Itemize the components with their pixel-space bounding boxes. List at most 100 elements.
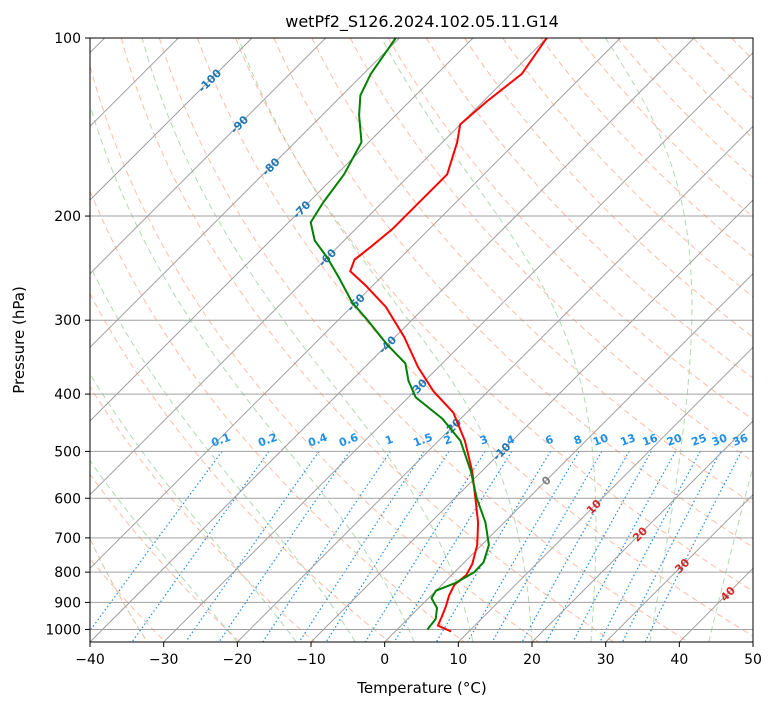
mixing-ratio-line <box>218 451 351 642</box>
y-tick-label: 200 <box>54 209 81 225</box>
mixing-ratio-line <box>466 451 580 642</box>
dry-adiabat-line <box>655 38 753 139</box>
isobar-grid <box>90 38 753 630</box>
dry-adiabat-line <box>90 64 540 642</box>
isotherm-line <box>310 199 753 642</box>
y-tick-label: 100 <box>54 31 81 47</box>
mixing-ratio-label: 3 <box>478 433 490 448</box>
x-tick-label: 10 <box>449 652 467 668</box>
y-tick-label: 800 <box>54 565 81 581</box>
mixing-ratio-line <box>491 451 603 642</box>
mixing-ratio-label: 0.6 <box>337 431 360 450</box>
mixing-ratio-label: 10 <box>591 431 610 449</box>
mixing-ratio-line <box>545 451 652 642</box>
y-tick-label: 300 <box>54 313 81 329</box>
y-tick-label: 600 <box>54 491 81 507</box>
moist-adiabat-line <box>605 38 693 642</box>
dry-adiabat-line <box>387 38 753 421</box>
mixing-ratio-label: 13 <box>619 431 638 448</box>
mixing-ratio-label: 20 <box>665 431 684 449</box>
x-axis-ticks: −40 −30 −20 −10 0 10 20 30 40 50 <box>75 642 762 668</box>
mixing-ratio-label: 2 <box>442 433 454 448</box>
isotherm-line <box>90 38 327 275</box>
dry-adiabat-line <box>770 38 775 642</box>
mixing-ratio-label: 1.5 <box>412 431 435 450</box>
dry-adiabat-line <box>90 189 465 642</box>
x-tick-label: −40 <box>75 652 105 668</box>
y-axis-label: Pressure (hPa) <box>10 286 28 394</box>
moist-adiabats <box>90 38 753 642</box>
isotherm-line <box>90 38 474 422</box>
dry-adiabat-line <box>197 38 753 637</box>
mixing-ratio-line <box>393 451 513 642</box>
reference-curves <box>90 537 148 642</box>
dry-adiabat-line <box>158 38 689 642</box>
dry-adiabat-line <box>693 38 753 100</box>
mixing-ratio-line <box>185 451 320 642</box>
dry-adiabat-line <box>425 38 753 379</box>
dry-adiabat-line <box>273 38 753 548</box>
moist-adiabat-line <box>90 459 238 642</box>
dry-adiabat-line <box>349 38 753 463</box>
mixing-ratio-line <box>599 451 701 642</box>
isotherm-line <box>457 346 753 642</box>
dry-adiabat-line <box>578 38 753 218</box>
x-tick-label: 40 <box>670 652 688 668</box>
moist-adiabat-line <box>141 38 474 642</box>
x-tick-label: 0 <box>380 652 389 668</box>
mixing-ratio-label: 36 <box>731 431 750 449</box>
axes-frame <box>89 37 754 643</box>
y-tick-label: 1000 <box>45 622 81 638</box>
mixing-ratio-labels: 0.1 0.2 0.4 0.6 1 1.5 2 3 4 6 8 10 13 16 20 25 30 36 <box>210 431 750 450</box>
mixing-ratio-label: 0.1 <box>210 431 233 450</box>
moist-adiabat-line <box>90 264 356 642</box>
x-tick-label: −10 <box>296 652 326 668</box>
x-axis-label: Temperature (°C) <box>356 679 486 697</box>
dry-adiabat-line <box>90 473 241 642</box>
isotherm-line <box>90 38 621 570</box>
mixing-ratio-line <box>131 451 270 642</box>
x-tick-label: 30 <box>597 652 615 668</box>
dry-adiabat-line <box>90 292 390 642</box>
moist-adiabat-line <box>708 464 753 642</box>
isotherm-line <box>90 38 400 349</box>
isotherm-line <box>678 567 753 642</box>
isotherm-line <box>605 493 753 642</box>
isotherm-line <box>90 38 695 642</box>
y-tick-label: 900 <box>54 595 81 611</box>
y-axis-ticks: 100 200 300 400 500 600 700 800 900 1000 <box>45 31 90 638</box>
mixing-ratio-lines <box>90 451 743 642</box>
dry-adiabat-line <box>120 38 614 642</box>
dry-adiabat-line <box>311 38 753 505</box>
mixing-ratio-label: 25 <box>690 431 709 448</box>
x-tick-label: 20 <box>523 652 541 668</box>
mixing-ratio-label: 1 <box>383 433 395 448</box>
dry-adiabat-line <box>540 38 753 258</box>
dry-adiabat-line <box>90 385 316 642</box>
isotherm-line <box>531 420 753 642</box>
dewpoint-profile-line <box>309 38 490 631</box>
y-tick-label: 700 <box>54 531 81 547</box>
mixing-ratio-line <box>364 451 486 642</box>
mixing-ratio-line <box>90 451 223 632</box>
y-tick-label: 400 <box>54 387 81 403</box>
mixing-ratio-line <box>521 451 630 642</box>
mixing-ratio-label: 0.4 <box>306 431 329 450</box>
isotherm-line <box>752 641 753 642</box>
plot-area: -100-90-80-70-60-50-40-30-20-10010203040… <box>90 38 775 642</box>
mixing-ratio-label: 6 <box>544 433 556 448</box>
moist-adiabat-line <box>90 372 297 642</box>
isotherm-line <box>163 51 753 642</box>
mixing-ratio-line <box>435 451 552 642</box>
isotherm-grid <box>90 38 753 642</box>
mixing-ratio-label: 16 <box>641 431 660 449</box>
chart-title: wetPf2_S126.2024.102.05.11.G14 <box>285 12 559 32</box>
dry-adiabat-line <box>464 38 753 338</box>
isotherm-line <box>236 125 753 642</box>
temperature-profile-line <box>349 38 548 633</box>
moist-adiabat-line <box>380 38 597 642</box>
mixing-ratio-label: 0.2 <box>256 431 279 450</box>
y-tick-label: 500 <box>54 444 81 460</box>
x-tick-label: −20 <box>223 652 253 668</box>
